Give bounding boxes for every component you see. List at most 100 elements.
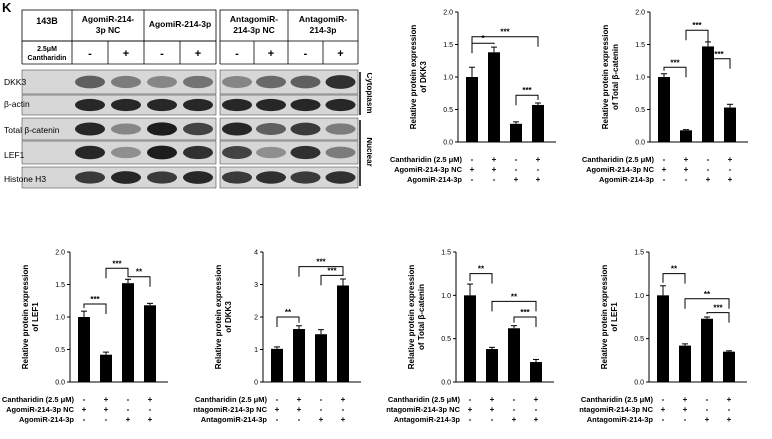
factor-sign: -	[685, 175, 688, 184]
factor-sign: -	[513, 405, 516, 414]
y-axis-label: of LEF1	[31, 302, 40, 332]
significance-label: ***	[520, 308, 530, 317]
factor-sign: -	[105, 415, 108, 424]
blot-membrane	[219, 117, 359, 141]
bar	[144, 305, 156, 382]
blot-header-frame-right	[219, 9, 359, 42]
factor-sign: -	[728, 405, 731, 414]
blot-lane-sign: -	[235, 48, 239, 60]
blot-band	[183, 122, 213, 136]
y-axis-label: of LEF1	[610, 302, 619, 332]
blot-group-label: 214-3p	[310, 25, 337, 35]
significance-label: ***	[90, 295, 100, 304]
significance-label: **	[511, 292, 518, 301]
factor-sign: +	[82, 405, 87, 414]
y-axis-label: Relative protein expression	[409, 25, 418, 130]
blot-group-label: AntagomiR-	[230, 14, 278, 24]
y-tick-label: 0.0	[441, 380, 451, 387]
blot-group-label: AgomiR-214-	[82, 14, 135, 24]
significance-label: ***	[670, 58, 680, 67]
factor-sign: -	[320, 395, 323, 404]
y-tick-label: 0.5	[635, 107, 645, 114]
significance-label: **	[136, 268, 143, 277]
significance-label: ***	[522, 86, 532, 95]
y-tick-label: 0.5	[55, 347, 65, 354]
blot-band	[222, 76, 252, 88]
bar	[680, 130, 692, 142]
factor-label: AgomiR-214-3p NC	[586, 165, 655, 174]
blot-band	[75, 145, 105, 160]
factor-sign: +	[728, 175, 733, 184]
y-tick-label: 1.0	[634, 293, 644, 300]
factor-sign: +	[490, 405, 495, 414]
y-tick-label: 0.0	[635, 140, 645, 147]
significance-label: ***	[692, 21, 702, 30]
factor-sign: +	[727, 415, 732, 424]
significance-bracket	[491, 300, 537, 312]
significance-bracket	[320, 274, 344, 286]
blot-band	[75, 98, 105, 112]
blot-band	[222, 122, 252, 136]
factor-label: Cantharidin (2.5 μM)	[388, 395, 461, 404]
blot-band	[325, 146, 356, 159]
significance-bracket	[685, 29, 709, 41]
western-blot-panel: 143B 2.5μM Cantharidin AgomiR-214-3p NC Agom…	[4, 9, 372, 189]
blot-band	[147, 76, 177, 88]
factor-label: AgomiR-214-3p	[407, 175, 462, 184]
significance-label: **	[704, 290, 711, 299]
blot-group-label: AgomiR-214-3p	[149, 19, 211, 29]
factor-sign: -	[342, 405, 345, 414]
significance-label: **	[478, 265, 485, 274]
y-axis-label: Relative protein expression	[601, 25, 610, 130]
blot-band	[325, 123, 356, 135]
factor-sign: -	[662, 415, 665, 424]
factor-label: Cantharidin (2.5 μM)	[2, 395, 75, 404]
bar	[293, 329, 305, 382]
blot-lane-sign: -	[88, 48, 92, 60]
blot-lane-sign: +	[268, 48, 274, 60]
y-axis-label: of DKK3	[224, 301, 233, 333]
blot-band	[256, 75, 286, 89]
significance-label: *	[481, 34, 485, 43]
blot-band	[325, 98, 356, 112]
significance-bracket	[663, 66, 687, 78]
factor-sign: +	[536, 155, 541, 164]
factor-sign: -	[515, 155, 518, 164]
blot-membrane	[219, 166, 359, 189]
y-tick-label: 3	[254, 282, 258, 289]
blot-band	[290, 171, 321, 184]
blot-band	[325, 75, 356, 89]
y-axis-label: Relative protein expression	[21, 265, 30, 370]
factor-label: AgomiR-214-3p	[19, 415, 74, 424]
blot-band-label: LEF1	[4, 150, 25, 160]
factor-sign: +	[706, 175, 711, 184]
factor-sign: -	[662, 395, 665, 404]
significance-label: **	[285, 308, 292, 317]
factor-label: Cantharidin (2.5 μM)	[195, 395, 268, 404]
blot-band	[256, 98, 286, 112]
factor-label: AgomiR-214-3p NC	[394, 165, 463, 174]
blot-band	[75, 122, 105, 136]
significance-bracket	[83, 303, 107, 314]
y-tick-label: 2	[254, 315, 258, 322]
blot-band	[111, 98, 141, 112]
blot-band	[147, 171, 177, 184]
y-tick-label: 1.5	[634, 250, 644, 257]
significance-bracket	[662, 273, 686, 284]
blot-band	[111, 146, 141, 159]
significance-bracket	[105, 267, 129, 279]
y-axis-label: of Total β-catenin	[417, 284, 426, 350]
significance-bracket	[515, 94, 539, 106]
factor-sign: +	[341, 415, 346, 424]
factor-sign: -	[537, 165, 540, 174]
blot-band	[111, 123, 141, 135]
y-axis-label: Relative protein expression	[214, 265, 223, 370]
factor-sign: +	[492, 155, 497, 164]
y-axis-label: of Total β-catenin	[611, 44, 620, 110]
significance-label: ***	[500, 28, 510, 37]
factor-sign: -	[513, 395, 516, 404]
factor-sign: +	[683, 395, 688, 404]
factor-sign: -	[127, 405, 130, 414]
y-tick-label: 0.0	[55, 380, 65, 387]
bar	[466, 77, 478, 142]
